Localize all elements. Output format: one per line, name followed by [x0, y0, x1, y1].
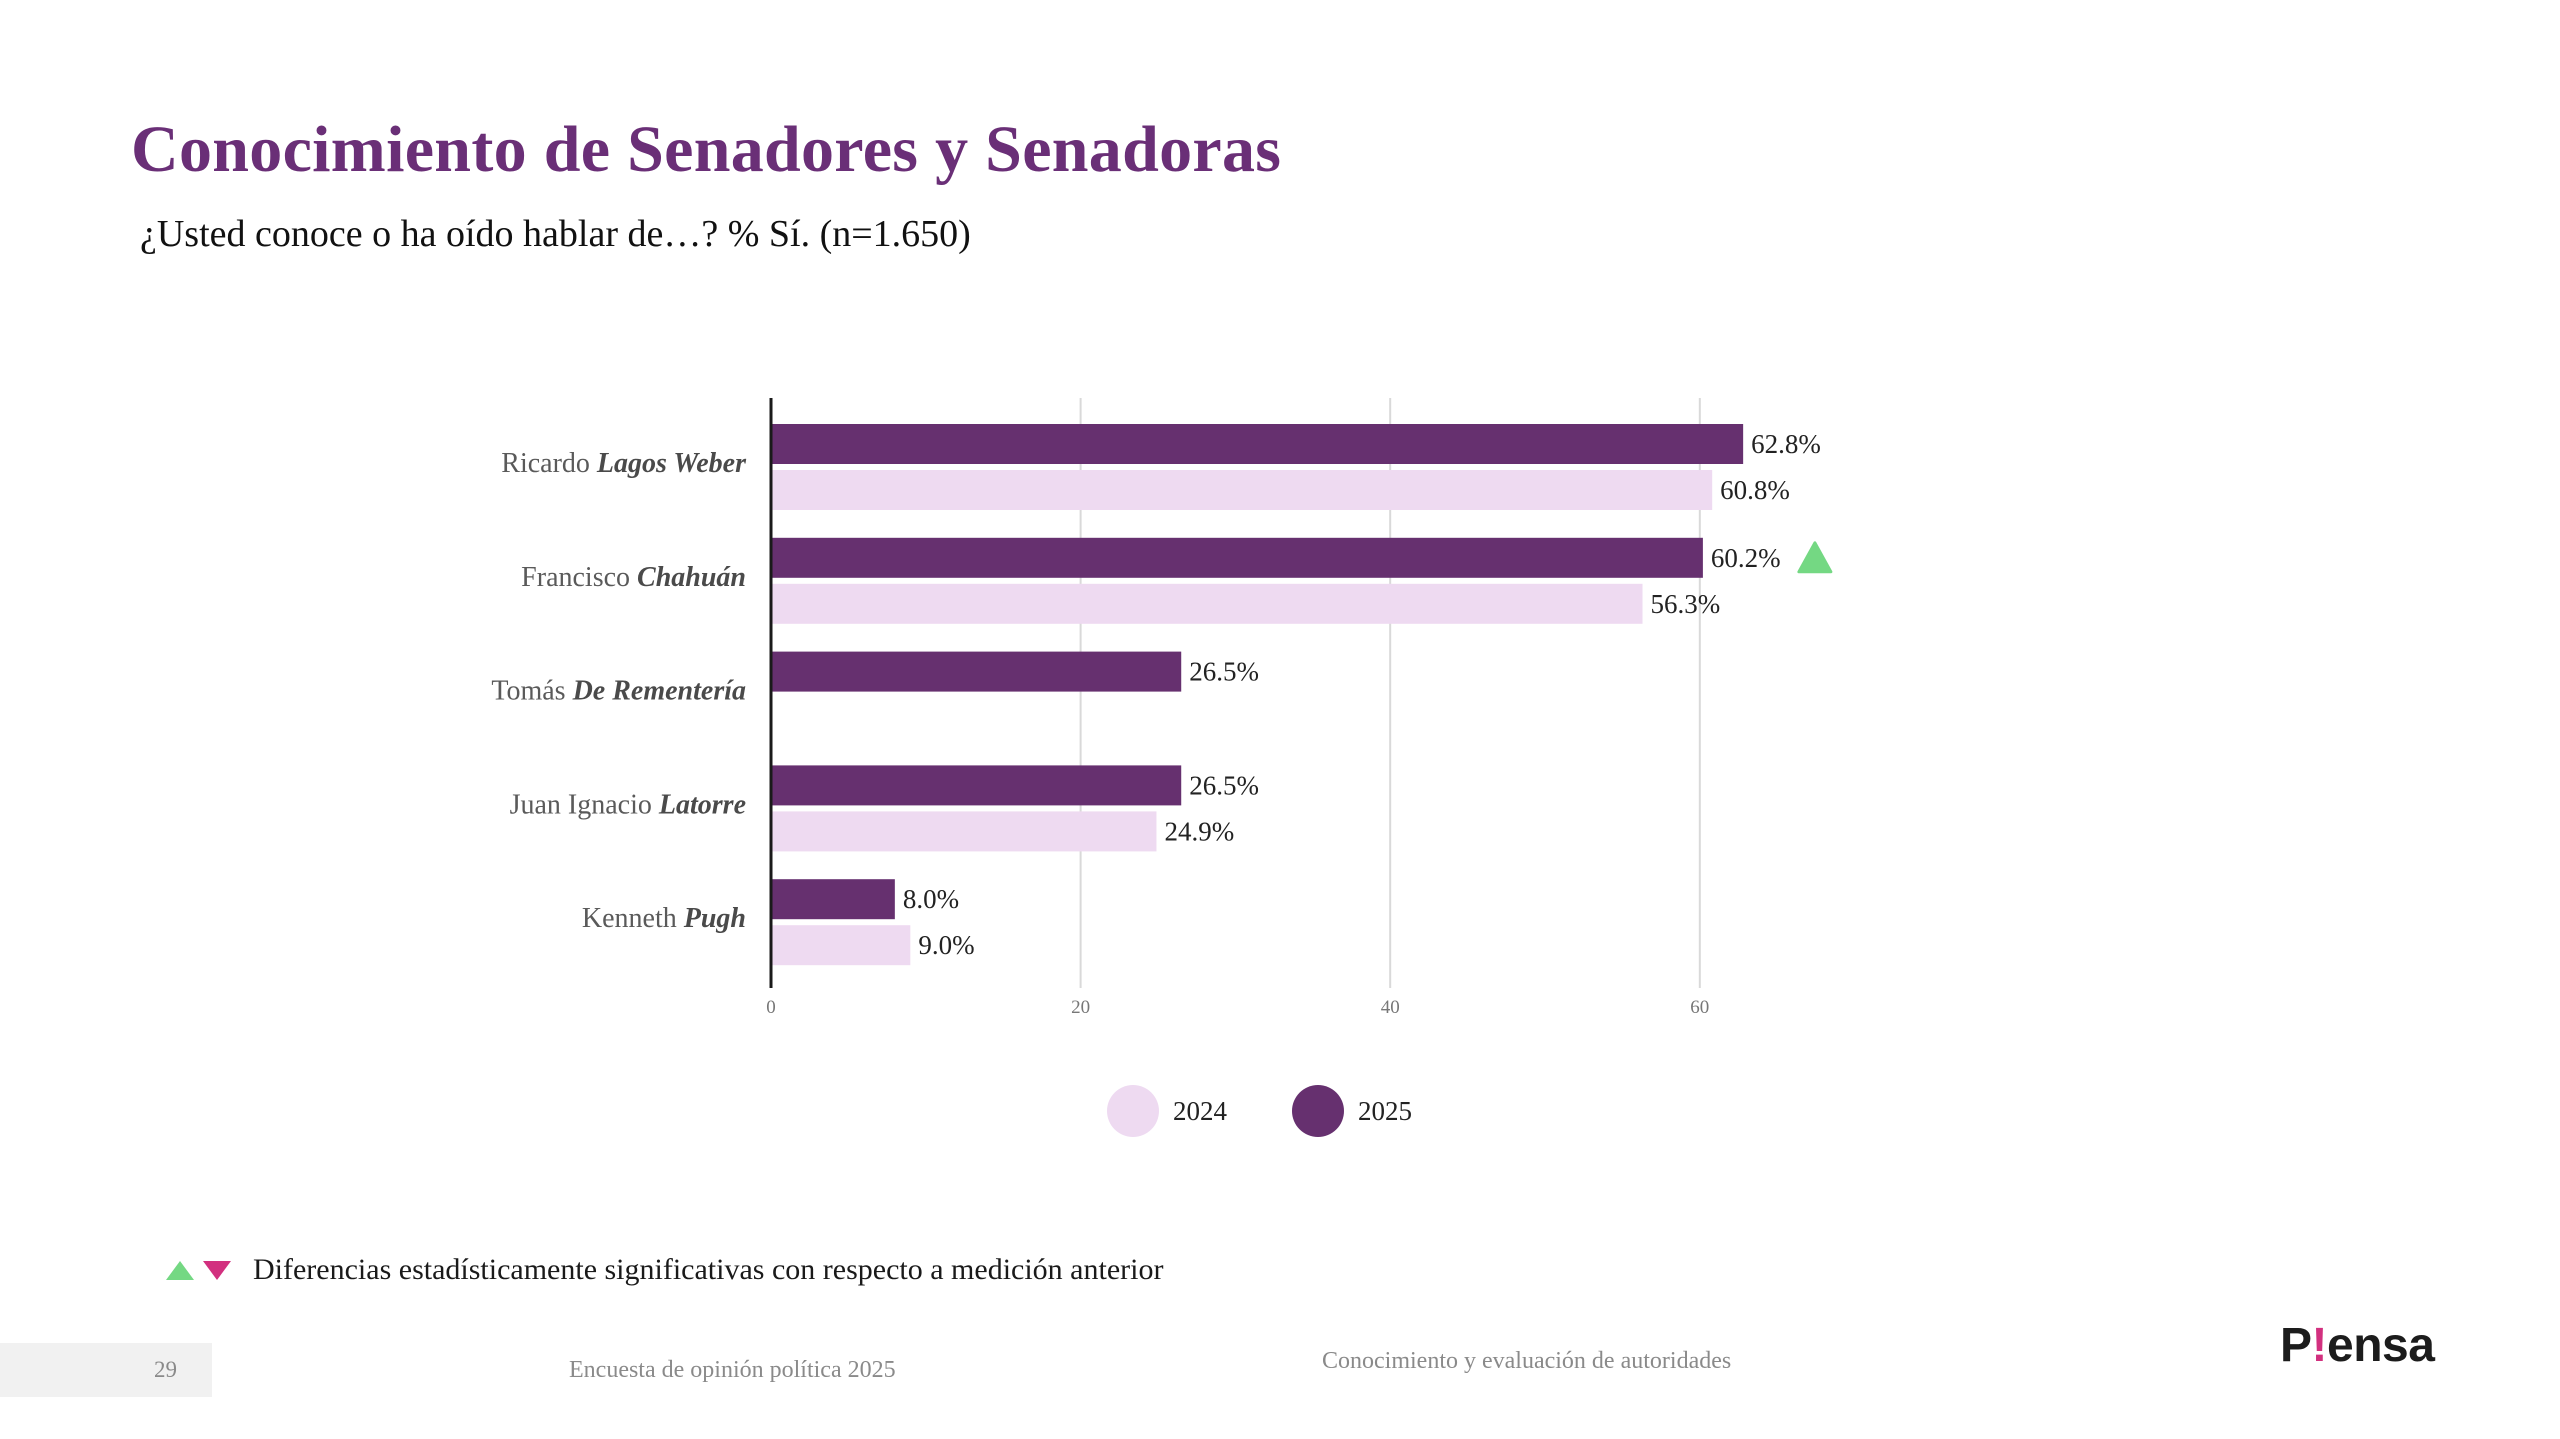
footer-section: Conocimiento y evaluación de autoridades — [1322, 1348, 1732, 1374]
bar-2025 — [772, 537, 1703, 578]
page-subtitle: ¿Usted conoce o ha oído hablar de…? % Sí… — [140, 213, 971, 255]
category-first-name: Kenneth — [582, 903, 684, 934]
category-first-name: Francisco — [521, 562, 637, 593]
x-axis-ticks: 0 20 40 60 — [766, 997, 1709, 1018]
page-number-box: 29 — [0, 1343, 212, 1397]
logo-exclamation: ! — [2311, 1319, 2328, 1372]
bar-2025 — [772, 651, 1182, 692]
bar-2025 — [772, 879, 895, 920]
value-label-2024: 24.9% — [1164, 816, 1234, 846]
significant-increase-icon — [1797, 541, 1833, 574]
category-label: Kenneth Pugh — [582, 903, 746, 934]
category-last-name: De Rementería — [572, 676, 746, 707]
category-last-name: Chahuán — [637, 562, 746, 593]
bar-chart: 62.8% 60.8% 60.2% 56.3% 26.5% 26.5% 24.9% 8.0% 9… — [491, 398, 1833, 1018]
tick-label-20: 20 — [1071, 997, 1090, 1018]
category-first-name: Tomás — [491, 676, 572, 707]
footer-survey-name: Encuesta de opinión política 2025 — [569, 1357, 896, 1383]
legend-item-2024: 2024 — [1107, 1085, 1227, 1137]
bar-2024 — [772, 925, 911, 966]
significance-footnote: Diferencias estadísticamente significati… — [166, 1255, 1163, 1285]
legend-item-2025: 2025 — [1292, 1085, 1412, 1137]
tick-label-0: 0 — [766, 997, 776, 1018]
value-label-2024: 9.0% — [918, 930, 974, 960]
legend-label-2024: 2024 — [1173, 1095, 1227, 1126]
value-label-2025: 62.8% — [1751, 429, 1821, 459]
category-label: Francisco Chahuán — [521, 562, 746, 593]
bar-2024 — [772, 583, 1643, 624]
legend-swatch-2025 — [1292, 1085, 1344, 1137]
bar-2025 — [772, 424, 1744, 464]
value-labels: 62.8% 60.8% 60.2% 56.3% 26.5% 26.5% 24.9% 8.0% 9… — [903, 429, 1821, 960]
logo-suffix: ensa — [2327, 1319, 2435, 1372]
value-label-2024: 60.8% — [1720, 475, 1790, 505]
tick-label-40: 40 — [1381, 997, 1400, 1018]
category-label: Ricardo Lagos Weber — [501, 448, 747, 479]
value-label-2024: 56.3% — [1651, 589, 1721, 619]
category-first-name: Juan Ignacio — [510, 789, 659, 820]
value-label-2025: 60.2% — [1711, 543, 1781, 573]
category-last-name: Pugh — [683, 903, 746, 934]
legend-swatch-2024 — [1107, 1085, 1159, 1137]
category-label: Juan Ignacio Latorre — [510, 789, 746, 820]
bars — [772, 424, 1744, 966]
value-label-2025: 26.5% — [1189, 770, 1259, 800]
triangle-up-icon — [166, 1260, 194, 1280]
value-label-2025: 26.5% — [1189, 657, 1259, 687]
value-label-2025: 8.0% — [903, 884, 959, 914]
tick-label-60: 60 — [1690, 997, 1709, 1018]
footnote-text: Diferencias estadísticamente significati… — [253, 1253, 1164, 1286]
bar-2025 — [772, 765, 1182, 806]
page-number: 29 — [154, 1357, 177, 1382]
category-labels: Ricardo Lagos Weber Francisco Chahuán Tomá… — [491, 448, 747, 934]
category-last-name: Lagos Weber — [596, 448, 747, 479]
logo-prefix: P — [2280, 1319, 2312, 1372]
piensa-logo: P!ensa — [2280, 1318, 2435, 1373]
bar-2024 — [772, 470, 1713, 510]
triangle-down-icon — [203, 1260, 231, 1280]
category-last-name: Latorre — [658, 789, 746, 820]
category-first-name: Ricardo — [501, 448, 597, 479]
significance-markers — [1797, 541, 1833, 574]
page-title: Conocimiento de Senadores y Senadoras — [131, 113, 1282, 186]
legend-label-2025: 2025 — [1358, 1095, 1412, 1126]
bar-2024 — [772, 811, 1157, 852]
category-label: Tomás De Rementería — [491, 676, 746, 707]
chart-legend: 2024 2025 — [1107, 1085, 1477, 1137]
